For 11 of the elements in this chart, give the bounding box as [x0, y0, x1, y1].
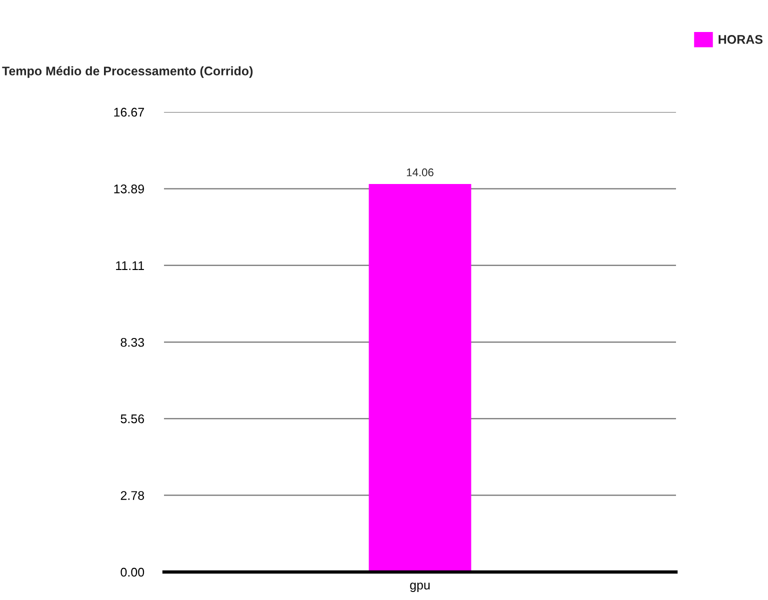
legend-label: HORAS — [718, 35, 763, 44]
y-tick-label: 8.33 — [120, 338, 144, 347]
chart-title: Tempo Médio de Processamento (Corrido) — [2, 66, 253, 78]
y-tick-label: 11.11 — [116, 261, 144, 270]
y-tick-label: 16.67 — [114, 108, 144, 117]
y-tick-label: 13.89 — [114, 184, 144, 194]
y-tick-label: 2.78 — [120, 491, 144, 500]
y-tick-label: 5.56 — [120, 414, 144, 424]
data-label: 14.06 — [406, 168, 434, 176]
x-tick-label: gpu — [410, 582, 430, 592]
y-tick-label: 0.00 — [120, 568, 144, 577]
